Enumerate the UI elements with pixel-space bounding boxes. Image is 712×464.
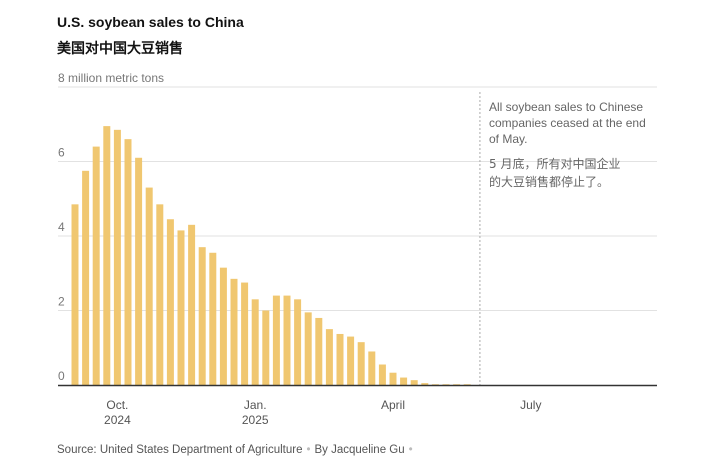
annotation-text-cn: 5 月底，所有对中国企业的大豆销售都停止了。 <box>489 157 621 189</box>
bar <box>262 310 270 385</box>
y-tick-label: 6 <box>58 146 65 160</box>
bar <box>241 282 249 385</box>
bar <box>71 204 79 385</box>
chart-subtitle: 美国对中国大豆销售 <box>57 41 183 57</box>
bar <box>442 384 450 385</box>
bar <box>272 295 280 385</box>
x-tick-label: Jan. <box>244 398 267 412</box>
bar <box>219 267 227 385</box>
y-tick-label: 2 <box>58 295 65 309</box>
bar <box>198 247 206 385</box>
bar <box>378 364 386 385</box>
bar <box>410 380 418 385</box>
bar <box>135 157 143 385</box>
bar <box>283 295 291 385</box>
bar <box>453 384 461 385</box>
bar <box>368 351 376 385</box>
bar <box>347 336 355 385</box>
y-tick-label: 8 million metric tons <box>58 71 164 85</box>
x-tick-label: July <box>520 398 541 412</box>
x-tick-label: Oct. <box>106 398 128 412</box>
bar <box>188 224 196 385</box>
bar <box>400 377 408 385</box>
bar <box>156 204 164 385</box>
bar <box>92 146 100 385</box>
x-tick-sublabel: 2025 <box>242 413 269 427</box>
bar <box>463 384 471 385</box>
byline: By Jacqueline Gu <box>314 444 405 456</box>
chart-title: U.S. soybean sales to China <box>57 14 244 30</box>
bar <box>357 342 365 385</box>
source-line: Source: United States Department of Agri… <box>57 444 417 456</box>
bar <box>325 329 333 385</box>
bar <box>82 170 90 385</box>
bar <box>145 187 153 385</box>
separator-dot: • <box>306 444 311 456</box>
bar <box>230 278 238 385</box>
bar <box>315 317 323 385</box>
bar <box>336 333 344 385</box>
source-text: Source: United States Department of Agri… <box>57 444 303 456</box>
bar <box>103 126 111 386</box>
separator-dot: • <box>408 444 413 456</box>
y-tick-label: 0 <box>58 369 65 383</box>
x-tick-label: April <box>381 398 405 412</box>
bar <box>209 252 217 385</box>
x-tick-sublabel: 2024 <box>104 413 131 427</box>
y-tick-label: 4 <box>58 220 65 234</box>
bar <box>421 383 429 385</box>
bar <box>166 219 174 385</box>
bar <box>177 230 185 385</box>
bar <box>431 384 439 385</box>
bar <box>389 372 397 385</box>
bar <box>124 139 132 385</box>
bar <box>304 312 312 385</box>
bar <box>113 129 121 385</box>
bar <box>251 299 259 385</box>
bar <box>294 299 302 385</box>
annotation-text-en: All soybean sales to Chinese companies c… <box>489 100 646 146</box>
